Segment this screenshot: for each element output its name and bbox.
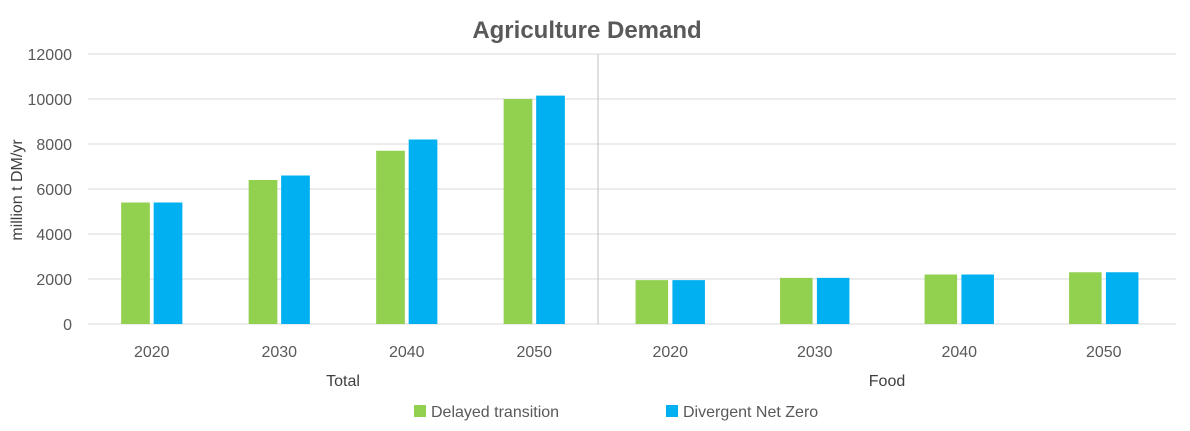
y-tick-label: 10000 [28,92,73,109]
y-tick-label: 12000 [28,47,73,64]
x-tick-label: 2030 [797,344,833,361]
bar-food-2050-delayed-transition [1069,272,1102,324]
x-tick-label: 2020 [652,344,688,361]
x-tick-label: 2040 [941,344,977,361]
panel-label-total: Total [326,373,360,390]
y-tick-label: 4000 [36,227,72,244]
legend: Delayed transition Divergent Net Zero [414,404,818,421]
legend-label: Divergent Net Zero [683,404,818,421]
bars [121,95,1139,324]
bar-food-2020-divergent-net-zero [672,280,705,324]
x-tick-label: 2020 [134,344,170,361]
x-tick-label: 2030 [261,344,297,361]
bar-food-2050-divergent-net-zero [1105,272,1139,324]
bar-food-2040-divergent-net-zero [961,274,994,324]
y-tick-label: 6000 [36,182,72,199]
y-tick-label: 2000 [36,272,72,289]
legend-label: Delayed transition [431,404,559,421]
y-tick-label: 8000 [36,137,72,154]
legend-swatch [666,405,678,417]
bar-food-2030-divergent-net-zero [816,277,850,324]
y-axis: 0 2000 4000 6000 8000 10000 12000 [28,47,73,334]
bar-food-2030-delayed-transition [780,277,813,324]
bar-total-2020-divergent-net-zero [153,202,183,324]
bar-total-2030-delayed-transition [248,180,278,324]
bar-food-2020-delayed-transition [635,280,669,324]
panel-label-food: Food [869,373,905,390]
x-tick-label: 2040 [389,344,425,361]
x-tick-label: 2050 [516,344,552,361]
legend-swatch [414,405,426,417]
chart-title: Agriculture Demand [472,17,701,44]
bar-food-2040-delayed-transition [924,274,958,324]
bar-total-2040-divergent-net-zero [408,139,438,324]
bar-total-2050-divergent-net-zero [536,95,565,324]
bar-total-2040-delayed-transition [376,150,405,324]
bar-total-2020-delayed-transition [121,202,150,324]
x-axis: 2020 2030 2040 2050 Total 2020 2030 2040 2050 Foo… [134,344,1122,390]
y-tick-label: 0 [63,317,72,334]
x-tick-label: 2050 [1086,344,1122,361]
y-axis-title: million t DM/yr [9,139,26,241]
bar-total-2050-delayed-transition [503,99,533,324]
bar-total-2030-divergent-net-zero [281,175,310,324]
